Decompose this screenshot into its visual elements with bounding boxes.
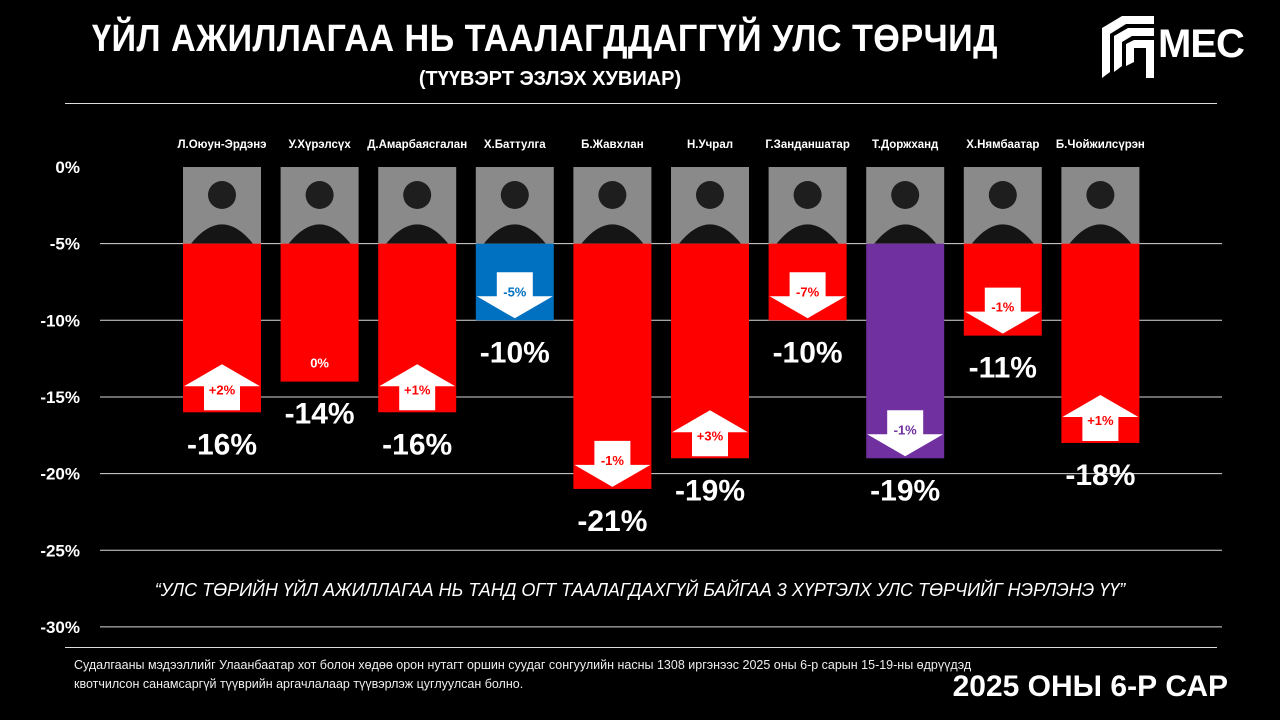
category-label: Т.Доржханд — [872, 139, 939, 151]
change-label: +1% — [404, 382, 431, 397]
change-label: -7% — [796, 284, 820, 299]
category-label: Н.Учрал — [687, 139, 733, 151]
logo-text: MEC — [1158, 22, 1245, 66]
portrait-body-icon — [483, 224, 546, 244]
portrait-head-icon — [598, 181, 627, 209]
arrow-down-icon — [769, 272, 846, 319]
arrow-down-icon — [867, 410, 944, 457]
arrow-down-icon — [574, 440, 651, 487]
portrait-head-icon — [891, 181, 920, 209]
mec-logo-icon — [1102, 16, 1154, 78]
value-label: -14% — [285, 398, 355, 431]
footer-divider — [65, 647, 1217, 648]
portrait-head-icon — [500, 181, 529, 209]
category-label: Л.Оюун-Эрдэнэ — [177, 139, 266, 151]
value-label: -10% — [773, 336, 843, 369]
portrait-body-icon — [874, 224, 937, 244]
value-label: -21% — [577, 505, 647, 538]
y-tick-label: -10% — [40, 311, 80, 330]
portrait-head-icon — [208, 181, 236, 209]
portrait-body-icon — [776, 224, 839, 244]
category-label: Х.Нямбаатар — [966, 139, 1039, 151]
portrait-body-icon — [971, 224, 1034, 244]
change-label: -1% — [601, 453, 625, 468]
portrait-body-icon — [191, 224, 253, 244]
chart-subtitle: (ТҮҮВЭРТ ЭЗЛЭХ ХУВИАР) — [418, 68, 682, 90]
change-label: +1% — [1087, 413, 1114, 428]
y-tick-label: -15% — [40, 388, 80, 407]
portrait-body-icon — [581, 224, 644, 244]
y-tick-label: -25% — [40, 541, 80, 560]
change-label: +3% — [697, 428, 724, 443]
y-tick-label: 0% — [55, 158, 80, 177]
portrait-head-icon — [305, 181, 334, 209]
category-label: У.Хүрэлсүх — [288, 139, 351, 151]
change-label: -1% — [991, 300, 1015, 315]
category-label: Г.Занданшатар — [765, 139, 850, 151]
portrait-body-icon — [1069, 224, 1132, 244]
arrow-up-icon — [379, 364, 456, 411]
y-tick-label: -20% — [40, 465, 80, 484]
arrow-down-icon — [476, 272, 553, 319]
y-tick-label: -5% — [50, 235, 80, 254]
value-label: -19% — [870, 474, 940, 507]
change-label: -5% — [503, 284, 527, 299]
portrait-body-icon — [288, 224, 351, 244]
category-label: Х.Баттулга — [484, 139, 546, 151]
survey-question: “УЛС ТӨРИЙН ҮЙЛ АЖИЛЛАГАА НЬ ТАНД ОГТ ТА… — [154, 580, 1126, 600]
category-label: Б.Чойжилсүрэн — [1056, 139, 1145, 151]
portrait-body-icon — [386, 224, 449, 244]
value-label: -11% — [969, 352, 1037, 385]
portrait-head-icon — [1086, 181, 1115, 209]
chart-title: ҮЙЛ АЖИЛЛАГАА НЬ ТААЛАГДДАГГҮЙ УЛС ТӨРЧИ… — [92, 18, 998, 60]
arrow-down-icon — [964, 287, 1041, 334]
change-label: 0% — [310, 356, 329, 371]
category-label: Б.Жавхлан — [581, 139, 644, 151]
y-tick-label: -30% — [40, 618, 80, 637]
arrow-up-icon — [672, 410, 748, 457]
change-label: +2% — [209, 382, 236, 397]
methodology-note: Судалгааны мэдээллийг Улаанбаатар хот бо… — [74, 658, 972, 691]
arrow-up-icon — [184, 364, 260, 411]
portrait-head-icon — [793, 181, 822, 209]
category-label: Д.Амарбаясгалан — [367, 139, 467, 151]
value-label: -19% — [675, 474, 745, 507]
value-label: -10% — [480, 336, 550, 369]
value-label: -16% — [382, 428, 452, 461]
portrait-head-icon — [403, 181, 432, 209]
bar — [280, 243, 359, 382]
value-label: -18% — [1065, 459, 1135, 492]
value-label: -16% — [187, 428, 257, 461]
portrait-body-icon — [679, 224, 741, 244]
title-divider — [65, 103, 1217, 104]
portrait-head-icon — [988, 181, 1017, 209]
arrow-up-icon — [1062, 394, 1139, 441]
portrait-head-icon — [696, 181, 724, 209]
survey-date: 2025 ОНЫ 6-Р САР — [952, 670, 1228, 703]
change-label: -1% — [894, 422, 918, 437]
